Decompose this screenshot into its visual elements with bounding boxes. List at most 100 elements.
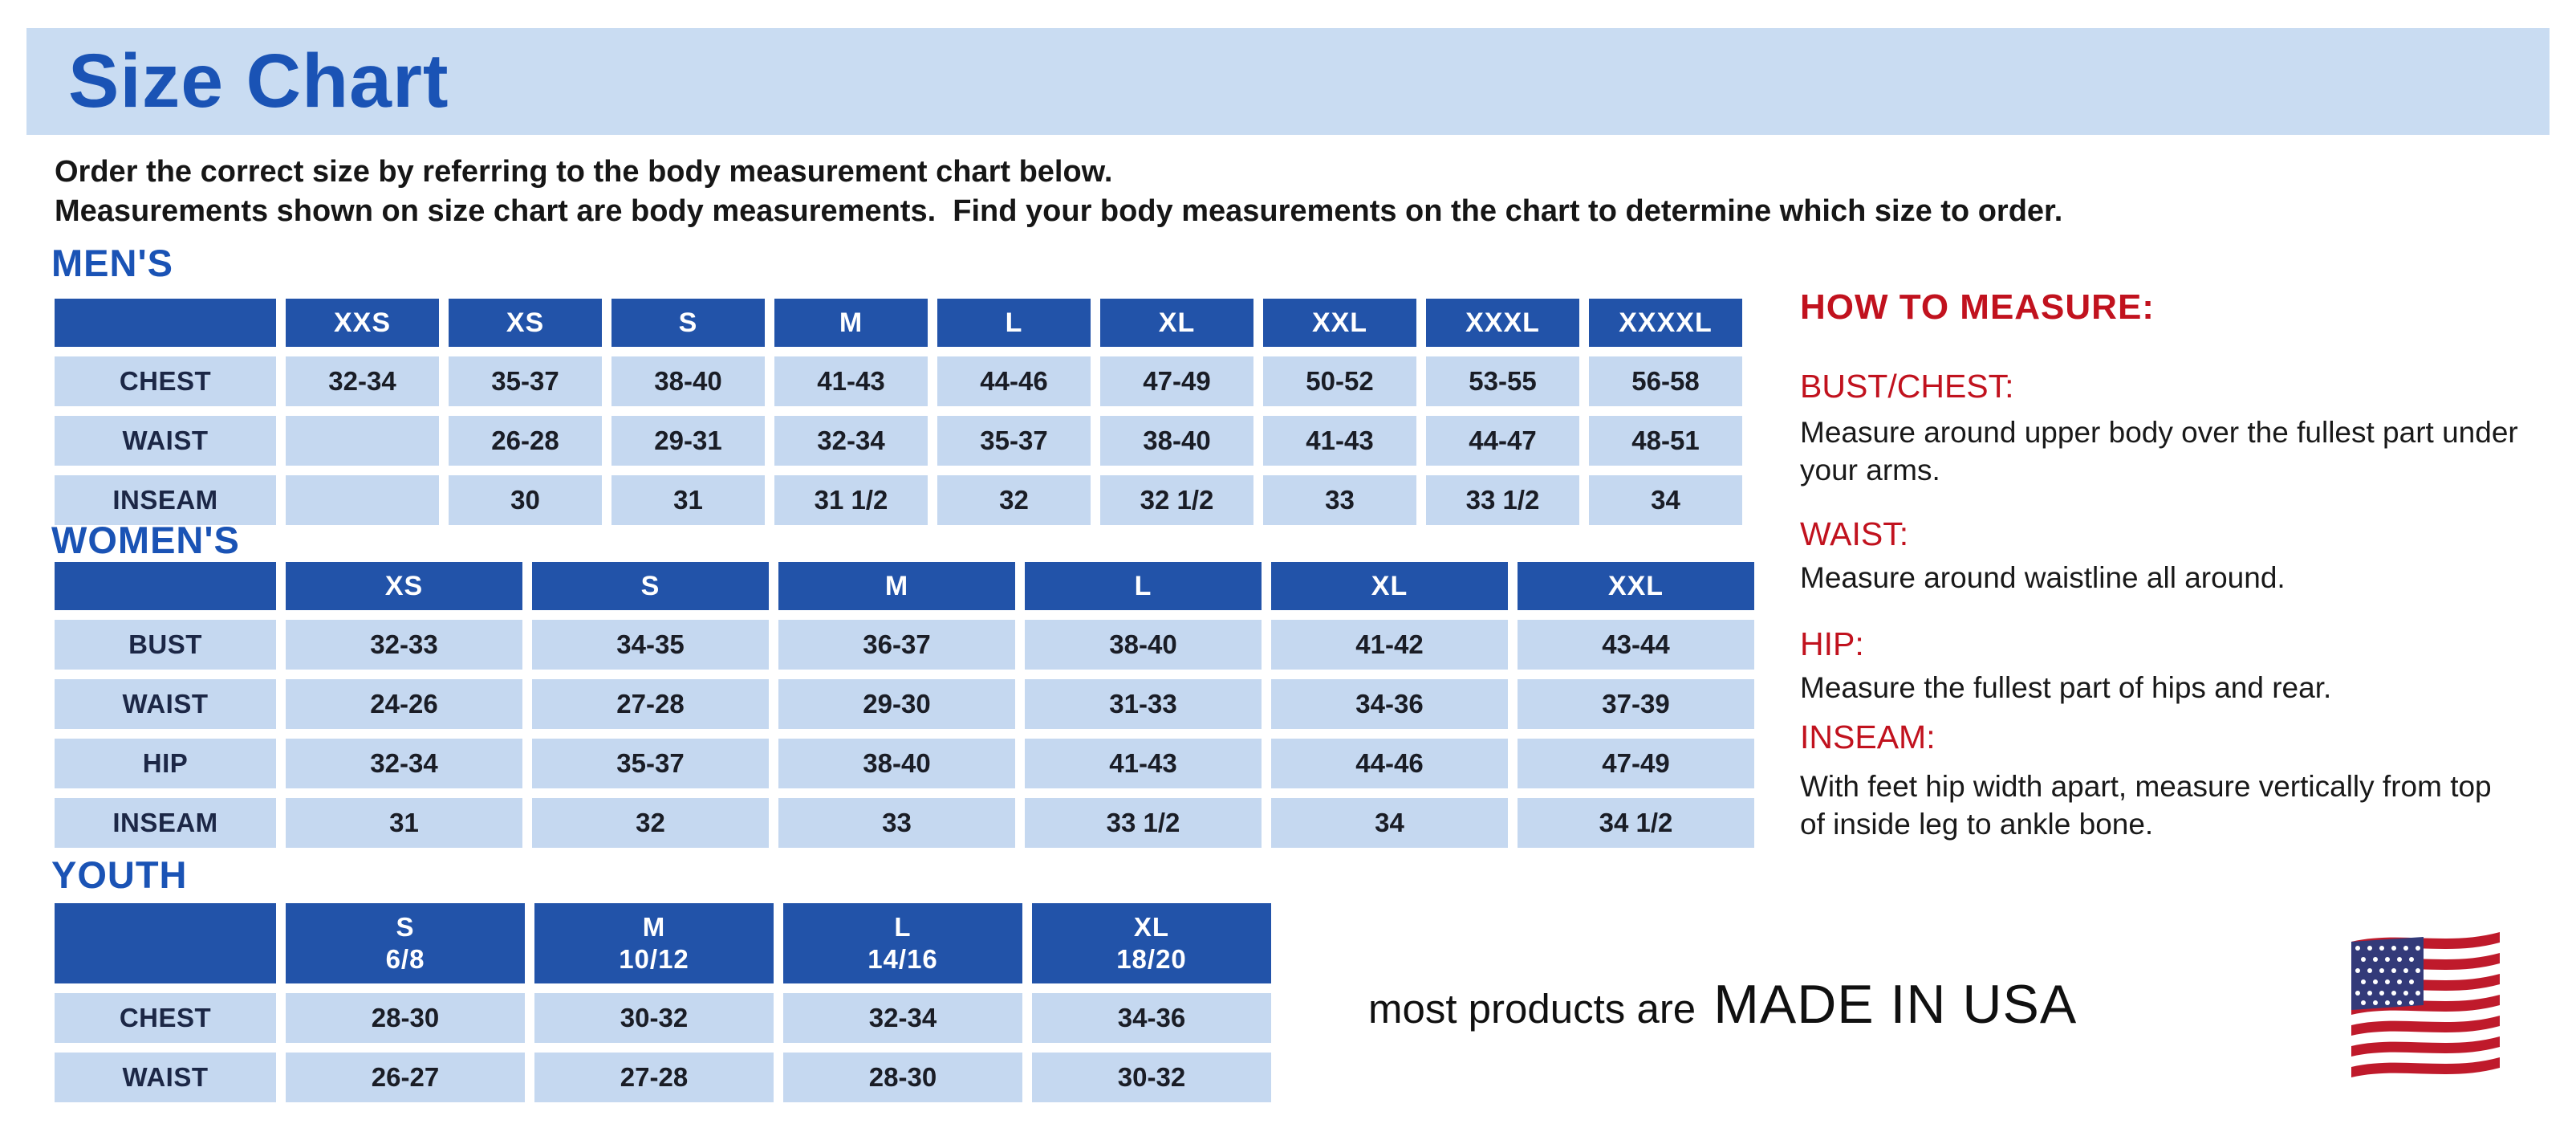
- size-value-cell: 47-49: [1100, 356, 1253, 406]
- size-value-cell: 24-26: [286, 679, 522, 729]
- size-value-cell: 30-32: [534, 993, 774, 1043]
- size-value-cell: 32: [937, 475, 1091, 525]
- size-value-cell: 34-35: [532, 620, 769, 670]
- size-value-cell: 41-43: [1025, 739, 1262, 788]
- size-value-cell: 41-43: [774, 356, 928, 406]
- intro-line-2: Measurements shown on size chart are bod…: [55, 194, 2063, 228]
- size-header-cell: XXXL: [1426, 299, 1579, 347]
- womens-size-table: XS S M L XL XXL BUST 32-33 34-35 36-37 3…: [55, 562, 1754, 848]
- size-value-cell: 32-33: [286, 620, 522, 670]
- size-range: 18/20: [1116, 944, 1187, 974]
- size-header-cell: XXXXL: [1589, 299, 1742, 347]
- size-header-cell: XXL: [1263, 299, 1416, 347]
- size-label: S: [396, 912, 415, 942]
- size-value-cell: 38-40: [1025, 620, 1262, 670]
- size-value-cell: 32 1/2: [1100, 475, 1253, 525]
- intro-text: Order the correct size by referring to t…: [55, 153, 2062, 231]
- size-value-cell: 33: [778, 798, 1015, 848]
- size-value-cell: 31-33: [1025, 679, 1262, 729]
- size-value-cell: 53-55: [1426, 356, 1579, 406]
- size-value-cell: 37-39: [1518, 679, 1754, 729]
- size-value-cell: 41-42: [1271, 620, 1508, 670]
- size-range: 6/8: [385, 944, 425, 974]
- size-value-cell: 33 1/2: [1426, 475, 1579, 525]
- measure-text-hip: Measure the fullest part of hips and rea…: [1800, 671, 2332, 704]
- row-label-cell: WAIST: [55, 416, 276, 466]
- row-label-cell: BUST: [55, 620, 276, 670]
- mens-size-table: XXS XS S M L XL XXL XXXL XXXXL CHEST 32-…: [55, 299, 1742, 525]
- size-header-cell: XL: [1271, 562, 1508, 610]
- measure-text-inseam: With feet hip width apart, measure verti…: [1800, 770, 2492, 841]
- size-value-cell: 44-46: [1271, 739, 1508, 788]
- size-header-cell: L: [937, 299, 1091, 347]
- size-header-cell: M: [778, 562, 1015, 610]
- size-range: 14/16: [867, 944, 938, 974]
- size-value-cell: 34-36: [1271, 679, 1508, 729]
- size-value-cell: 44-47: [1426, 416, 1579, 466]
- measure-label-inseam: INSEAM:: [1800, 719, 1936, 755]
- size-value-cell: 35-37: [532, 739, 769, 788]
- size-header-cell: L 14/16: [783, 903, 1022, 983]
- size-value-cell: [286, 475, 439, 525]
- size-value-cell: 27-28: [532, 679, 769, 729]
- size-value-cell: 38-40: [778, 739, 1015, 788]
- header-corner-cell: [55, 562, 276, 610]
- header-corner-cell: [55, 299, 276, 347]
- page-title: Size Chart: [68, 39, 449, 124]
- size-label: M: [642, 912, 666, 942]
- size-header-cell: XS: [449, 299, 602, 347]
- row-label-cell: INSEAM: [55, 475, 276, 525]
- row-label-cell: INSEAM: [55, 798, 276, 848]
- size-header-cell: S 6/8: [286, 903, 525, 983]
- row-label-cell: WAIST: [55, 1053, 276, 1102]
- size-value-cell: 30: [449, 475, 602, 525]
- measure-label-hip: HIP:: [1800, 625, 1864, 662]
- size-value-cell: 28-30: [286, 993, 525, 1043]
- section-heading-womens: WOMEN'S: [51, 519, 240, 561]
- size-value-cell: 28-30: [783, 1053, 1022, 1102]
- size-header-cell: S: [611, 299, 765, 347]
- size-label: L: [894, 912, 912, 942]
- size-value-cell: 44-46: [937, 356, 1091, 406]
- intro-line-1: Order the correct size by referring to t…: [55, 155, 1113, 189]
- title-banner: Size Chart: [26, 28, 2550, 135]
- youth-size-table: S 6/8 M 10/12 L 14/16 XL 18/20 CHEST 28-…: [55, 903, 1271, 1102]
- size-value-cell: 32-34: [286, 739, 522, 788]
- size-value-cell: 26-27: [286, 1053, 525, 1102]
- size-value-cell: 43-44: [1518, 620, 1754, 670]
- size-value-cell: 50-52: [1263, 356, 1416, 406]
- size-header-cell: XXS: [286, 299, 439, 347]
- size-header-cell: XL 18/20: [1032, 903, 1271, 983]
- size-value-cell: 35-37: [449, 356, 602, 406]
- size-value-cell: 38-40: [611, 356, 765, 406]
- size-value-cell: 26-28: [449, 416, 602, 466]
- size-value-cell: 29-30: [778, 679, 1015, 729]
- row-label-cell: CHEST: [55, 993, 276, 1043]
- size-range: 10/12: [619, 944, 689, 974]
- size-header-cell: XL: [1100, 299, 1253, 347]
- size-value-cell: 38-40: [1100, 416, 1253, 466]
- size-value-cell: 35-37: [937, 416, 1091, 466]
- usa-flag-icon: [2351, 932, 2500, 1077]
- size-value-cell: 29-31: [611, 416, 765, 466]
- size-value-cell: 33 1/2: [1025, 798, 1262, 848]
- size-value-cell: 36-37: [778, 620, 1015, 670]
- measure-text-bust-chest: Measure around upper body over the fulle…: [1800, 416, 2518, 487]
- size-value-cell: 31: [611, 475, 765, 525]
- size-value-cell: 34 1/2: [1518, 798, 1754, 848]
- how-to-measure-title: HOW TO MEASURE:: [1800, 287, 2155, 327]
- row-label-cell: WAIST: [55, 679, 276, 729]
- made-in-usa-line: most products are MADE IN USA: [1368, 973, 2077, 1036]
- measure-label-waist: WAIST:: [1800, 515, 1909, 552]
- header-corner-cell: [55, 903, 276, 983]
- size-label: XL: [1133, 912, 1170, 942]
- size-value-cell: 56-58: [1589, 356, 1742, 406]
- size-value-cell: [286, 416, 439, 466]
- size-header-cell: XXL: [1518, 562, 1754, 610]
- size-value-cell: 30-32: [1032, 1053, 1271, 1102]
- size-header-cell: L: [1025, 562, 1262, 610]
- size-value-cell: 32-34: [783, 993, 1022, 1043]
- size-value-cell: 32: [532, 798, 769, 848]
- size-value-cell: 41-43: [1263, 416, 1416, 466]
- size-value-cell: 34-36: [1032, 993, 1271, 1043]
